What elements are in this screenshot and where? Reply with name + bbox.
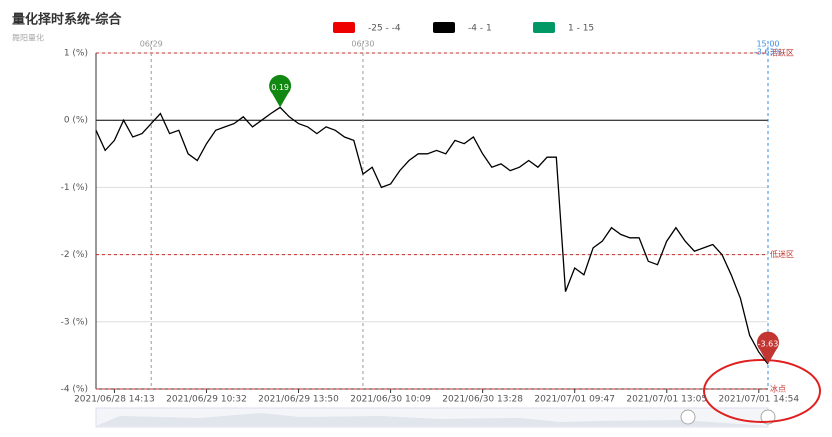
- y-tick-label: 0 (%): [64, 116, 88, 126]
- mark-point: [757, 331, 779, 365]
- x-tick-label: 2021/07/01 09:47: [534, 395, 615, 405]
- mark-point: [269, 74, 292, 108]
- y-tick-label: -2 (%): [61, 250, 88, 260]
- x-tick-label: 2021/06/30 10:09: [350, 395, 431, 405]
- x-tick-label: 2021/07/01 13:05: [626, 395, 707, 405]
- zoom-handle[interactable]: [680, 409, 696, 425]
- mark-line-label: 低迷区: [770, 249, 794, 259]
- chart-title: 量化择时系统-综合: [12, 12, 122, 28]
- legend-label: 1 - 15: [568, 24, 594, 34]
- y-tick-label: 1 (%): [64, 49, 88, 59]
- x-tick-label: 2021/06/29 10:32: [166, 395, 247, 405]
- series-line: [95, 106, 769, 365]
- last-value-label: -3.63%: [754, 48, 783, 57]
- zoom-preview: [96, 413, 768, 426]
- vertical-line-label: 06/30: [351, 40, 374, 49]
- zoom-handle[interactable]: [760, 409, 776, 425]
- highlight-ellipse: [703, 359, 821, 423]
- chart-subtitle: 舞阳量化: [12, 33, 44, 43]
- x-tick-label: 2021/07/01 14:54: [718, 395, 799, 405]
- mark-line-label: 冰点: [770, 384, 786, 394]
- y-tick-label: -3 (%): [61, 317, 88, 327]
- mark-point-label: 0.19: [271, 83, 289, 92]
- data-zoom[interactable]: [95, 407, 776, 428]
- mark-point-label: -3.63: [758, 340, 779, 349]
- mark-line-label: 活跃区: [770, 48, 794, 58]
- x-tick-label: 2021/06/30 13:28: [442, 395, 523, 405]
- legend-swatch: [533, 22, 555, 33]
- x-tick-label: 2021/06/28 14:13: [74, 395, 155, 405]
- y-tick-label: -4 (%): [61, 385, 88, 395]
- legend-swatch: [333, 22, 355, 33]
- x-tick-label: 2021/06/29 13:50: [258, 395, 339, 405]
- vertical-line-label: 15:00: [756, 40, 779, 49]
- vertical-line-label: 06/29: [140, 40, 163, 49]
- legend-label: -4 - 1: [468, 24, 492, 34]
- y-tick-label: -1 (%): [61, 183, 88, 193]
- legend-swatch: [433, 22, 455, 33]
- legend-label: -25 - -4: [368, 24, 401, 34]
